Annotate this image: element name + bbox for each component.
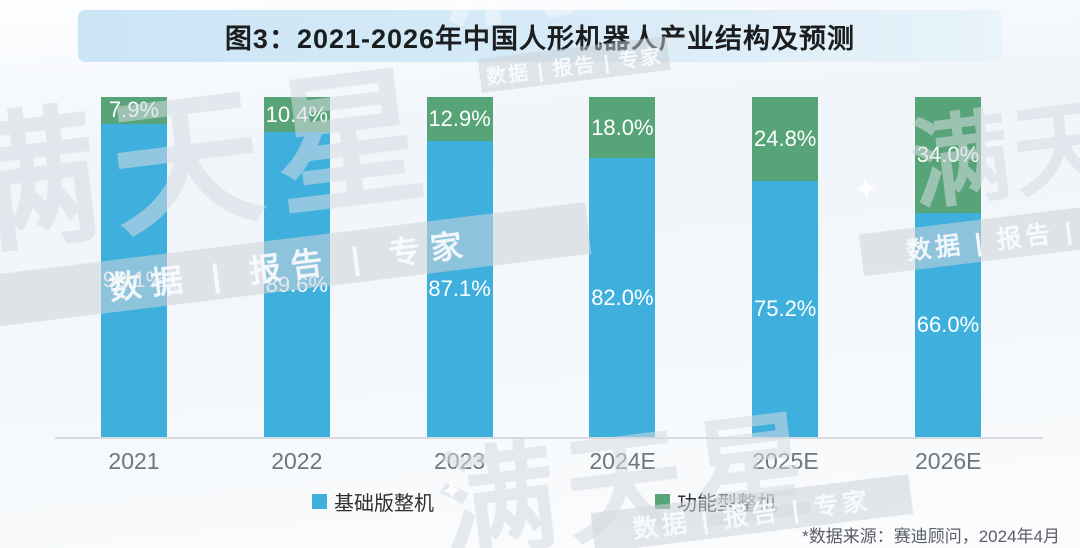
bar-column-2026E: 34.0% 66.0% 2026E [914,97,982,482]
bar-value-functional: 24.8% [753,126,817,152]
bar-column-2021: 7.9% 92.1% 2021 [101,97,167,482]
bar-column-2023: 12.9% 87.1% 2023 [426,97,493,482]
bar-value-functional: 18.0% [591,114,654,140]
bar-column-2025E: 24.8% 75.2% 2025E [752,97,819,482]
legend-swatch-basic [312,493,327,509]
bar-segment-basic: 82.0% [589,158,656,437]
bar-segment-basic: 66.0% [914,212,981,437]
legend-swatch-functional [655,493,670,509]
title-banner: 图3：2021-2026年中国人形机器人产业结构及预测 [78,10,1002,62]
bar-segment-functional: 34.0% [914,97,981,213]
bar-stack: 34.0% 66.0% [914,97,981,437]
bar-value-basic: 66.0% [916,311,980,337]
bar-value-functional: 7.9% [108,97,160,123]
bar-value-basic: 82.0% [591,284,654,310]
bar-value-functional: 12.9% [428,105,491,131]
bar-value-functional: 34.0% [916,141,980,167]
bar-value-basic: 87.1% [428,275,491,301]
x-tick-label: 2024E [589,448,656,474]
bar-segment-basic: 92.1% [101,123,167,437]
legend-item-basic: 基础版整机 [312,488,434,515]
legend-item-functional: 功能型整机 [655,488,777,515]
x-tick-label: 2021 [108,448,160,474]
bar-segment-basic: 89.6% [263,132,330,437]
bar-value-functional: 10.4% [265,101,328,127]
legend-label-basic: 基础版整机 [334,492,434,515]
bar-stack: 18.0% 82.0% [589,97,656,437]
bar-stack: 12.9% 87.1% [426,97,493,437]
bars: 7.9% 92.1% 2021 10.4% 89.6% 2022 12.9% 87.1% 202… [101,97,982,482]
bar-segment-functional: 24.8% [752,97,819,182]
bar-segment-functional: 10.4% [263,97,330,133]
bar-stack: 7.9% 92.1% [101,97,167,437]
chart-title: 图3：2021-2026年中国人形机器人产业结构及预测 [224,23,856,54]
bar-stack: 24.8% 75.2% [752,97,819,437]
bar-value-basic: 75.2% [753,296,817,322]
x-tick-label: 2023 [434,448,486,474]
x-axis-line [55,437,1043,439]
bar-segment-functional: 7.9% [101,97,167,124]
legend-label-functional: 功能型整机 [677,492,777,515]
x-tick-label: 2026E [914,448,982,474]
bar-segment-functional: 18.0% [589,97,656,159]
bar-stack: 10.4% 89.6% [263,97,330,437]
bar-segment-basic: 87.1% [426,140,493,437]
bar-column-2024E: 18.0% 82.0% 2024E [589,97,656,482]
bar-value-basic: 92.1% [102,267,166,293]
x-tick-label: 2022 [271,448,323,474]
bar-value-basic: 89.6% [265,271,328,297]
bar-segment-basic: 75.2% [752,181,819,437]
bar-column-2022: 10.4% 89.6% 2022 [263,97,330,482]
legend: 基础版整机 功能型整机 [0,488,1080,515]
source-note: *数据来源：赛迪顾问，2024年4月 [802,527,1060,546]
bar-segment-functional: 12.9% [426,97,493,141]
x-tick-label: 2025E [752,448,819,474]
